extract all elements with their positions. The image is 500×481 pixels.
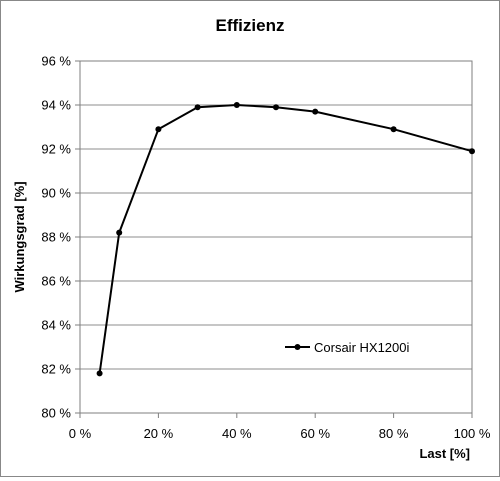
data-point <box>96 370 103 377</box>
grid-lines <box>80 60 472 414</box>
y-tick-label: 94 % <box>41 98 71 113</box>
legend: Corsair HX1200i <box>285 340 409 355</box>
data-point <box>155 126 162 133</box>
x-axis-ticks: 0 % 20 % 40 % 60 % 80 % 100 % <box>69 413 491 441</box>
data-point <box>273 104 279 111</box>
y-tick-label: 88 % <box>41 230 71 245</box>
y-axis-ticks: 80 % 82 % 84 % 86 % 88 % 90 % 92 % 94 % 96 % <box>41 54 80 421</box>
y-tick-label: 90 % <box>41 186 71 201</box>
x-axis-title: Last [%] <box>419 446 470 461</box>
chart-title: Effizienz <box>216 16 285 35</box>
data-point <box>390 126 397 133</box>
x-tick-label: 0 % <box>69 426 92 441</box>
data-point <box>233 102 240 108</box>
data-point <box>312 108 319 115</box>
y-tick-label: 82 % <box>41 362 71 377</box>
legend-entry-label: Corsair HX1200i <box>314 340 409 355</box>
y-axis-title: Wirkungsgrad [%] <box>12 181 27 292</box>
x-tick-label: 60 % <box>300 426 330 441</box>
data-point <box>116 229 123 236</box>
series-layer <box>96 102 475 377</box>
x-tick-label: 100 % <box>454 426 491 441</box>
y-tick-label: 96 % <box>41 54 71 69</box>
legend-marker <box>294 344 301 350</box>
data-point <box>194 104 201 111</box>
y-tick-label: 92 % <box>41 142 71 157</box>
series-line <box>98 104 473 374</box>
y-tick-label: 84 % <box>41 318 71 333</box>
y-tick-label: 80 % <box>41 406 71 421</box>
x-tick-label: 20 % <box>144 426 174 441</box>
data-point <box>469 148 475 155</box>
x-tick-label: 80 % <box>379 426 409 441</box>
x-tick-label: 40 % <box>222 426 252 441</box>
y-tick-label: 86 % <box>41 274 71 289</box>
